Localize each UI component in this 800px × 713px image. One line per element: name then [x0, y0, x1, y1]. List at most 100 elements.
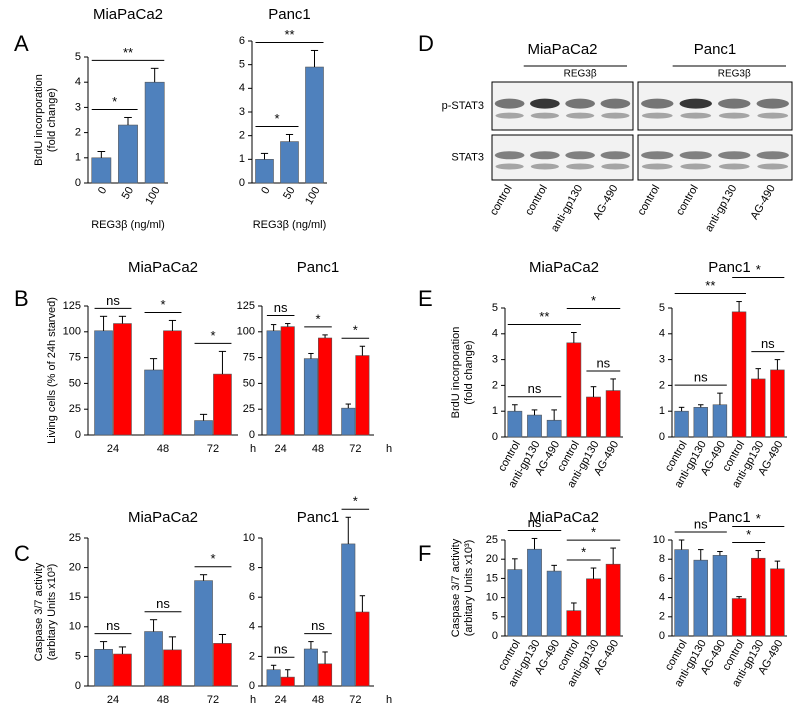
blot-band	[565, 151, 595, 160]
y-tick-label: 4	[659, 592, 665, 604]
blot-band	[495, 163, 524, 170]
y-tick-label: 0	[249, 429, 255, 441]
y-tick-label: 20	[486, 553, 498, 565]
bar	[674, 410, 689, 438]
y-tick-label: 2	[239, 130, 245, 142]
blot-band	[530, 112, 559, 119]
y-tick-label: 15	[486, 572, 498, 584]
x-tick-label: 48	[312, 694, 324, 706]
panel-label: C	[14, 541, 30, 566]
blot-band	[601, 112, 630, 119]
bar	[341, 407, 356, 436]
x-tick-label: 72	[207, 443, 219, 455]
panel-label: A	[14, 31, 29, 56]
y-tick-label: 4	[659, 328, 665, 340]
bar	[355, 355, 370, 436]
blot-band	[641, 151, 674, 160]
bar	[280, 676, 295, 687]
y-tick-label: 0	[239, 177, 245, 189]
significance-label: *	[746, 527, 751, 542]
y-axis-label: (arbitary Units x10³)	[46, 564, 58, 661]
y-axis-label: Caspase 3/7 activity	[33, 562, 45, 661]
bar	[507, 569, 523, 637]
bar	[712, 404, 728, 438]
significance-label: ns	[528, 381, 542, 396]
y-tick-label: 6	[239, 35, 245, 47]
significance-label: ns	[311, 618, 325, 633]
bar	[605, 563, 621, 637]
significance-label: *	[353, 323, 358, 338]
y-tick-label: 25	[486, 534, 498, 546]
bar	[546, 419, 562, 438]
y-tick-label: 0	[492, 630, 498, 642]
blot-band	[600, 98, 631, 109]
blot-band	[718, 151, 751, 160]
bar	[751, 378, 766, 438]
significance-label: *	[756, 511, 761, 526]
lane-label: anti-gp130	[549, 183, 585, 234]
y-tick-label: 5	[492, 302, 498, 314]
blot-band	[757, 163, 789, 170]
y-tick-label: 25	[69, 403, 81, 415]
y-tick-label: 0	[492, 431, 498, 443]
bar	[566, 610, 582, 637]
bar	[163, 330, 182, 436]
lane-label: control	[674, 183, 701, 218]
blot-band	[641, 98, 674, 109]
y-tick-label: 25	[243, 403, 255, 415]
blot-band	[679, 98, 712, 109]
chart-title: Panc1	[297, 509, 340, 526]
bar	[280, 326, 295, 436]
blot-band	[756, 151, 789, 160]
blot-band	[718, 98, 751, 109]
blot-band	[756, 98, 789, 109]
significance-label: ns	[528, 515, 542, 530]
x-unit: h	[250, 443, 256, 455]
y-tick-label: 8	[249, 562, 255, 574]
bar	[113, 323, 132, 436]
significance-label: ns	[274, 642, 288, 657]
significance-label: ns	[596, 355, 610, 370]
blot-band	[530, 98, 560, 109]
bar	[341, 543, 356, 687]
x-tick-label: 72	[349, 694, 361, 706]
blot-title: MiaPaCa2	[527, 41, 597, 58]
bar	[303, 648, 318, 687]
y-tick-label: 4	[492, 328, 498, 340]
y-tick-label: 5	[75, 650, 81, 662]
significance-label: *	[353, 494, 358, 509]
treatment-label: REG3β	[718, 69, 751, 80]
chart-title: MiaPaCa2	[128, 509, 198, 526]
y-tick-label: 20	[69, 562, 81, 574]
x-tick-label: 24	[107, 443, 119, 455]
y-tick-label: 4	[249, 621, 255, 633]
y-tick-label: 75	[69, 352, 81, 364]
y-tick-label: 125	[237, 300, 255, 312]
significance-label: **	[284, 27, 294, 42]
x-tick-label: 24	[275, 443, 287, 455]
bar	[712, 555, 728, 637]
x-unit: h	[386, 694, 392, 706]
blot-band	[680, 112, 712, 119]
bar	[303, 358, 318, 436]
x-tick-label: 100	[143, 185, 163, 207]
y-tick-label: 0	[249, 680, 255, 692]
x-tick-label: 48	[157, 443, 169, 455]
blot-band	[679, 151, 712, 160]
y-tick-label: 3	[239, 106, 245, 118]
bar	[693, 407, 708, 438]
bar	[586, 396, 601, 438]
y-tick-label: 2	[659, 379, 665, 391]
significance-label: *	[591, 525, 596, 540]
y-tick-label: 8	[659, 553, 665, 565]
blot-band	[494, 98, 525, 109]
bar	[255, 159, 274, 184]
x-tick-label: 72	[207, 694, 219, 706]
bar	[527, 414, 542, 438]
bar	[693, 559, 708, 637]
panel-label: B	[14, 286, 29, 311]
bar	[770, 369, 785, 438]
x-tick-label: 100	[303, 185, 323, 207]
x-tick-label: 48	[157, 694, 169, 706]
y-tick-label: 1	[239, 153, 245, 165]
